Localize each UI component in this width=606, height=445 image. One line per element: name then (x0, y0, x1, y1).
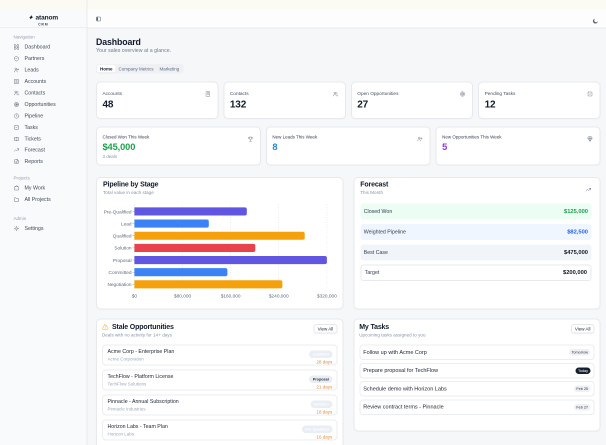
svg-text:$240,000: $240,000 (269, 294, 289, 300)
svg-text:Lead: Lead (121, 221, 132, 227)
svg-text:$80,000: $80,000 (174, 294, 192, 300)
svg-text:Committed: Committed (109, 270, 132, 276)
svg-text:Qualified: Qualified (113, 234, 132, 240)
svg-text:Pre-Qualified: Pre-Qualified (104, 209, 132, 215)
svg-text:$320,000: $320,000 (317, 294, 337, 300)
svg-text:Proposal: Proposal (113, 258, 132, 264)
svg-text:$0: $0 (132, 294, 138, 300)
svg-text:Solution: Solution (114, 246, 132, 252)
svg-text:Negotiation: Negotiation (107, 282, 131, 288)
svg-text:$160,000: $160,000 (221, 294, 241, 300)
